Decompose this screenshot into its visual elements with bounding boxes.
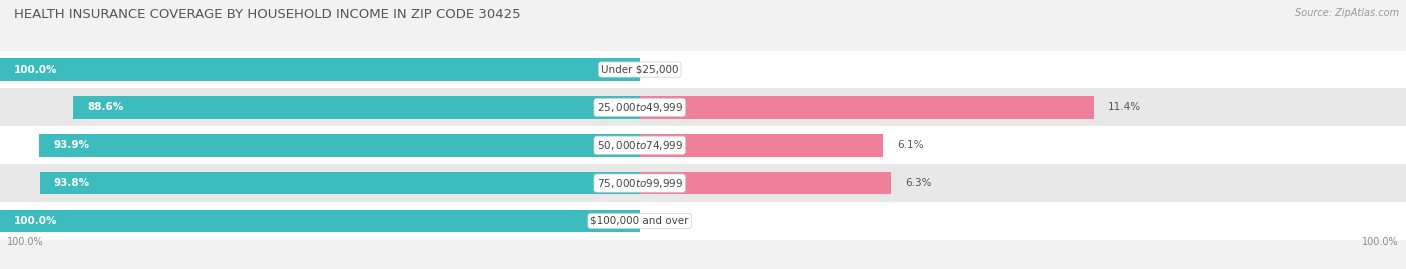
Text: 0.0%: 0.0%: [654, 216, 681, 226]
Text: $100,000 and over: $100,000 and over: [591, 216, 689, 226]
Text: 88.6%: 88.6%: [87, 102, 124, 112]
Text: Source: ZipAtlas.com: Source: ZipAtlas.com: [1295, 8, 1399, 18]
Bar: [0, 58, 640, 81]
Text: 100.0%: 100.0%: [14, 216, 58, 226]
Text: 100.0%: 100.0%: [7, 237, 44, 247]
Text: 6.1%: 6.1%: [897, 140, 924, 150]
Bar: [73, 96, 640, 119]
Text: $50,000 to $74,999: $50,000 to $74,999: [596, 139, 683, 152]
Bar: [39, 134, 640, 157]
Bar: [0, 89, 1406, 126]
Text: Under $25,000: Under $25,000: [600, 65, 679, 75]
Bar: [0, 202, 1406, 240]
Text: $75,000 to $99,999: $75,000 to $99,999: [596, 177, 683, 190]
Text: $25,000 to $49,999: $25,000 to $49,999: [596, 101, 683, 114]
Bar: [0, 210, 640, 232]
Bar: [640, 134, 883, 157]
Text: HEALTH INSURANCE COVERAGE BY HOUSEHOLD INCOME IN ZIP CODE 30425: HEALTH INSURANCE COVERAGE BY HOUSEHOLD I…: [14, 8, 520, 21]
Bar: [640, 96, 1094, 119]
Text: 11.4%: 11.4%: [1108, 102, 1142, 112]
Text: 93.9%: 93.9%: [53, 140, 89, 150]
Text: 6.3%: 6.3%: [905, 178, 931, 188]
Bar: [0, 51, 1406, 89]
Bar: [39, 172, 640, 194]
Bar: [0, 126, 1406, 164]
Bar: [0, 164, 1406, 202]
Text: 100.0%: 100.0%: [1362, 237, 1399, 247]
Bar: [640, 172, 891, 194]
Text: 100.0%: 100.0%: [14, 65, 58, 75]
Text: 93.8%: 93.8%: [53, 178, 90, 188]
Text: 0.0%: 0.0%: [654, 65, 681, 75]
